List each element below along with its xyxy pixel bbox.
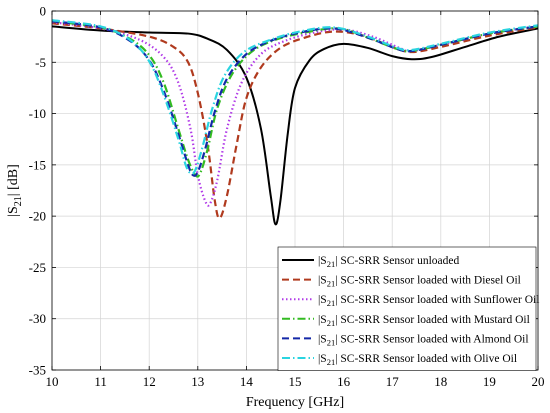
series-line-2	[51, 21, 539, 207]
legend: |S21| SC-SRR Sensor unloaded |S21| SC-SRR…	[277, 246, 539, 371]
legend-label-5: |S21| SC-SRR Sensor loaded with Olive Oi…	[318, 353, 517, 367]
x-tick-label: 11	[94, 374, 107, 389]
legend-label-3: |S21| SC-SRR Sensor loaded with Mustard …	[318, 314, 530, 328]
x-tick-label: 15	[289, 374, 302, 389]
series-line-0	[51, 25, 539, 226]
data-series	[51, 19, 539, 226]
y-axis-label-sub: 21	[13, 196, 24, 206]
y-axis-label-post: | [dB]	[6, 164, 21, 196]
y-tick-label: -30	[29, 311, 46, 326]
y-axis-label: |S21| [dB]	[6, 164, 24, 217]
series-line-3	[51, 20, 539, 178]
x-tick-label: 17	[386, 374, 400, 389]
y-tick-label: -5	[35, 55, 46, 70]
legend-box	[277, 246, 537, 371]
y-tick-label: -15	[29, 157, 46, 172]
x-tick-label: 13	[191, 374, 204, 389]
x-tick-label: 12	[143, 374, 156, 389]
y-tick-label: -35	[29, 363, 46, 378]
legend-label-4: |S21| SC-SRR Sensor loaded with Almond O…	[318, 333, 529, 347]
x-tick-label: 19	[483, 374, 496, 389]
x-tick-label: 16	[337, 374, 351, 389]
y-axis-label-pre: |S	[6, 206, 21, 217]
y-tick-label: -10	[29, 106, 46, 121]
x-tick-label: 10	[46, 374, 59, 389]
x-tick-label: 18	[434, 374, 447, 389]
x-axis-label: Frequency [GHz]	[246, 395, 344, 410]
y-tick-label: -20	[29, 209, 46, 224]
legend-label-1: |S21| SC-SRR Sensor loaded with Diesel O…	[318, 275, 521, 289]
legend-label-0: |S21| SC-SRR Sensor unloaded	[318, 255, 459, 269]
axis-ticks: 10 11 12 13 14 15 16 17 18 19 20 0 -5 -10 -15 -20 -25 -30…	[29, 4, 545, 390]
y-tick-label: 0	[40, 4, 47, 19]
x-tick-label: 14	[240, 374, 254, 389]
series-line-5	[51, 19, 539, 175]
x-tick-label: 20	[532, 374, 545, 389]
legend-label-2: |S21| SC-SRR Sensor loaded with Sunflowe…	[318, 294, 539, 308]
y-tick-label: -25	[29, 260, 46, 275]
